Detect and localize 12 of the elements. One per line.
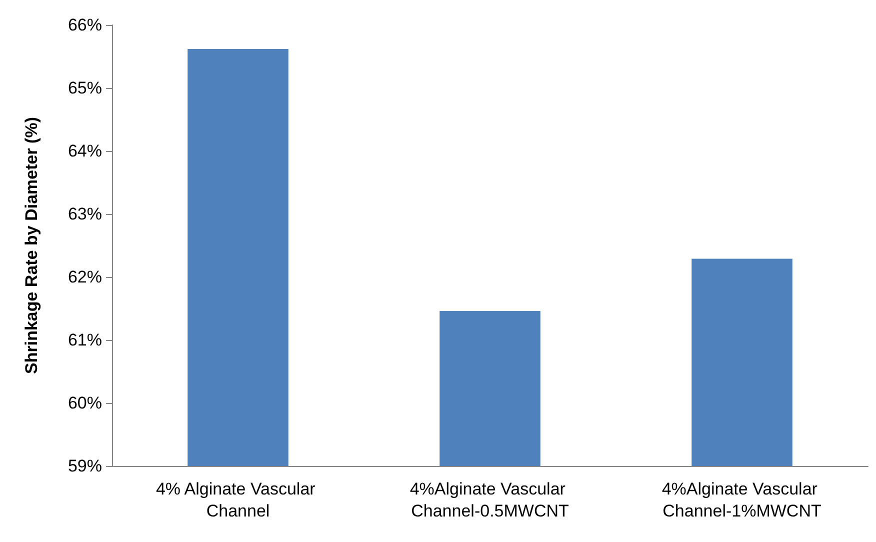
y-axis-title: Shrinkage Rate by Diameter (%)	[22, 117, 41, 374]
y-tick-label: 59%	[68, 456, 102, 476]
y-tick-label: 62%	[68, 268, 102, 286]
x-tick-label: 4%Alginate Vascular Channel-0.5MWCNT	[410, 480, 570, 520]
y-tick-label: 63%	[68, 204, 102, 224]
y-tick-label: 61%	[68, 330, 102, 350]
y-tick-label: 66%	[68, 16, 102, 34]
y-tick-label: 64%	[68, 142, 102, 160]
y-tick-label: 60%	[68, 394, 102, 412]
y-tick-label: 65%	[68, 78, 102, 98]
x-tick-label: 4%Alginate Vascular Channel-1%MWCNT	[662, 480, 822, 520]
x-tick-label: 4% Alginate Vascular Channel	[156, 480, 320, 520]
